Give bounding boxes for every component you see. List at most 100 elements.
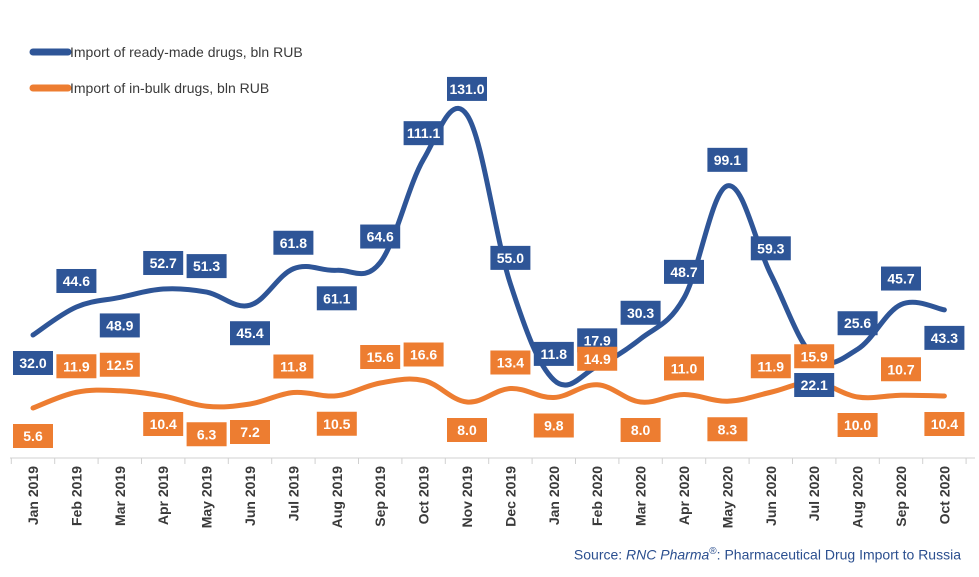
x-tick-label: Mar 2020 — [633, 466, 649, 526]
data-label-box — [13, 424, 53, 448]
data-label-box — [750, 354, 791, 379]
data-label: 43.3 — [931, 330, 958, 346]
data-label-box — [707, 417, 748, 442]
x-tick-label: Dec 2019 — [502, 466, 518, 527]
data-label-box — [490, 350, 531, 375]
data-label: 64.6 — [367, 229, 394, 245]
data-label-box — [664, 356, 704, 381]
x-tick-label: Oct 2019 — [416, 466, 432, 525]
x-tick-label: Sep 2020 — [893, 466, 909, 527]
x-tick-label: Feb 2019 — [68, 466, 84, 526]
data-label-box — [143, 412, 184, 436]
data-label: 11.0 — [671, 361, 698, 377]
data-label-box — [620, 418, 661, 442]
data-label-box — [360, 224, 401, 249]
data-label-box — [447, 76, 487, 101]
data-label: 11.9 — [63, 358, 90, 374]
data-labels: 32.0 44.6 48.9 52.7 51.3 45.4 61.8 61.1 64.6 111.… — [13, 76, 965, 448]
legend-label-0: Import of ready-made drugs, bln RUB — [70, 44, 303, 60]
data-label-box — [924, 412, 965, 436]
data-label: 9.8 — [544, 418, 564, 434]
x-tick-label: Jul 2019 — [285, 466, 301, 521]
data-label-box — [230, 420, 270, 444]
data-label: 8.0 — [457, 422, 477, 438]
x-tick-label: May 2020 — [719, 466, 735, 528]
data-label: 52.7 — [150, 255, 177, 271]
data-label: 11.8 — [541, 346, 568, 362]
x-tick-label: Jan 2019 — [25, 466, 41, 525]
data-label: 16.6 — [410, 347, 437, 363]
data-label-box — [837, 413, 878, 437]
x-tick-label: Aug 2019 — [329, 466, 345, 528]
data-label: 61.8 — [280, 235, 307, 251]
data-label-box — [837, 311, 878, 336]
data-label: 10.4 — [931, 416, 958, 432]
data-label-box — [794, 373, 835, 398]
x-axis: Jan 2019 Feb 2019 Mar 2019 Apr 2019 May 2019… — [10, 457, 975, 528]
data-label: 22.1 — [801, 377, 828, 393]
data-label: 131.0 — [449, 81, 484, 97]
data-label-box — [490, 245, 531, 270]
data-label-box — [533, 341, 574, 366]
data-label-box — [533, 413, 574, 438]
data-label: 10.4 — [150, 416, 177, 432]
data-label: 44.6 — [63, 273, 90, 289]
legend: Import of ready-made drugs, bln RUB Impor… — [29, 44, 303, 96]
data-label-box — [56, 354, 97, 379]
data-label-box — [186, 422, 227, 447]
data-label-box — [230, 321, 270, 346]
data-label: 10.0 — [844, 417, 871, 433]
data-label-box — [577, 346, 618, 371]
x-tick-label: Sep 2019 — [372, 466, 388, 527]
data-label-box — [13, 351, 53, 375]
data-label-box — [56, 268, 97, 293]
data-label: 12.5 — [106, 357, 133, 373]
data-label: 15.9 — [801, 348, 828, 364]
data-label-box — [750, 236, 791, 261]
x-tick-label: Aug 2020 — [850, 466, 866, 528]
data-label: 8.0 — [631, 422, 651, 438]
x-tick-label: Apr 2019 — [155, 466, 171, 525]
data-label: 6.3 — [197, 426, 217, 442]
x-tick-label: May 2019 — [199, 466, 215, 528]
data-label-box — [707, 147, 748, 172]
x-tick-label: Jun 2020 — [763, 466, 779, 526]
data-label: 7.2 — [240, 424, 260, 440]
data-label-box — [881, 266, 921, 291]
data-label-box — [794, 344, 835, 369]
data-label: 5.6 — [23, 428, 43, 444]
data-label: 48.7 — [670, 264, 697, 280]
data-label: 10.5 — [323, 416, 350, 432]
data-label: 99.1 — [714, 152, 741, 168]
data-label-box — [924, 325, 965, 350]
series-line-0 — [30, 105, 947, 388]
source-prefix: Source: — [573, 547, 627, 563]
legend-label-1: Import of in-bulk drugs, bln RUB — [70, 80, 269, 96]
data-label: 48.9 — [106, 317, 133, 333]
registered-mark: ® — [709, 546, 717, 558]
data-label-box — [316, 411, 357, 436]
x-tick-label: Jul 2020 — [806, 466, 822, 521]
data-label: 45.4 — [236, 325, 263, 341]
data-label-box — [316, 286, 357, 311]
source-suffix: : Pharmaceutical Drug Import to Russia — [716, 547, 961, 563]
series-lines — [30, 105, 947, 411]
x-tick-label: Jun 2019 — [242, 466, 258, 526]
data-label-box — [403, 121, 444, 146]
data-label-box — [273, 230, 314, 255]
data-label: 14.9 — [584, 351, 611, 367]
data-label: 51.3 — [193, 258, 220, 274]
data-label-box — [99, 352, 140, 377]
data-label-box — [186, 254, 227, 279]
x-tick-label: Apr 2020 — [676, 466, 692, 525]
data-label: 32.0 — [19, 355, 46, 371]
data-label-box — [99, 313, 140, 338]
data-label: 45.7 — [887, 271, 914, 287]
data-label: 59.3 — [757, 240, 784, 256]
data-label: 8.3 — [718, 421, 738, 437]
x-tick-label: Oct 2020 — [936, 466, 952, 525]
data-label: 11.8 — [280, 359, 307, 375]
data-label: 111.1 — [407, 125, 441, 141]
data-label: 25.6 — [844, 315, 871, 331]
